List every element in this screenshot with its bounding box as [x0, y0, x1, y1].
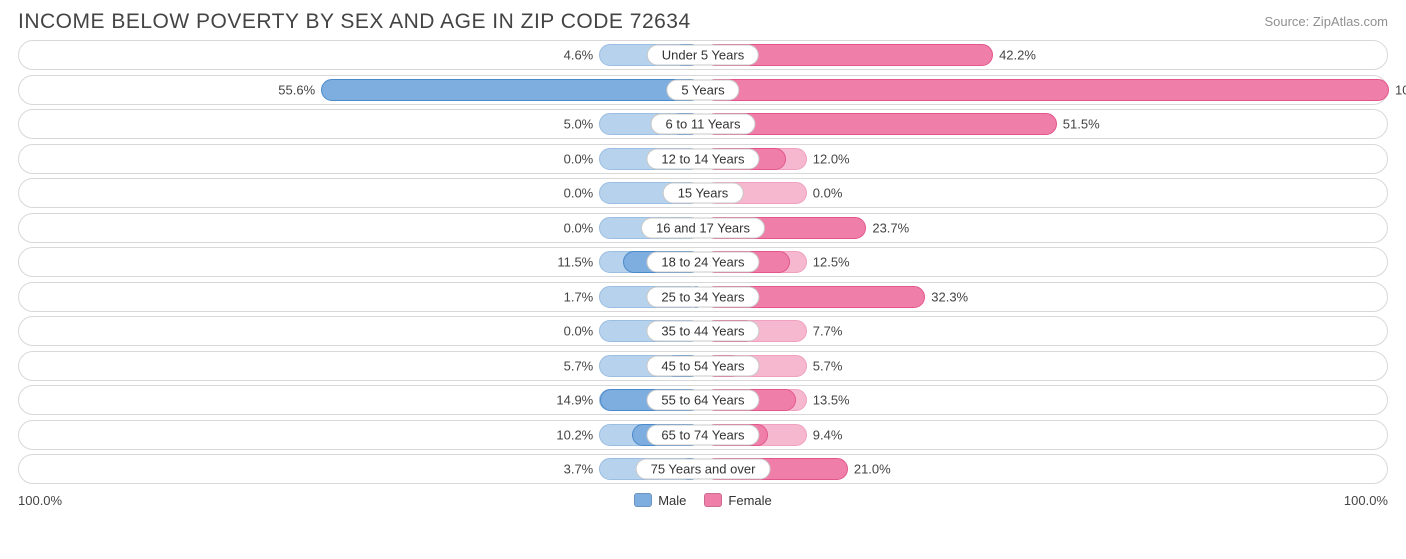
- value-male: 5.7%: [564, 358, 594, 373]
- value-female: 51.5%: [1063, 117, 1100, 132]
- value-male: 14.9%: [556, 393, 593, 408]
- value-male: 3.7%: [564, 462, 594, 477]
- value-female: 9.4%: [813, 427, 843, 442]
- axis-label-left: 100.0%: [18, 493, 62, 508]
- value-male: 0.0%: [564, 220, 594, 235]
- chart-row: 0.0% 0.0% 15 Years: [18, 178, 1388, 208]
- value-female: 12.0%: [813, 151, 850, 166]
- chart-row: 1.7% 32.3% 25 to 34 Years: [18, 282, 1388, 312]
- chart-row: 14.9% 13.5% 55 to 64 Years: [18, 385, 1388, 415]
- chart-row: 11.5% 12.5% 18 to 24 Years: [18, 247, 1388, 277]
- value-male: 0.0%: [564, 151, 594, 166]
- chart-area: 4.6%42.2%Under 5 Years55.6%100.0%5 Years…: [0, 40, 1406, 484]
- value-male: 0.0%: [564, 186, 594, 201]
- legend-item-female: Female: [704, 493, 771, 508]
- value-female: 12.5%: [813, 255, 850, 270]
- legend-swatch-female: [704, 493, 722, 507]
- row-label: 15 Years: [663, 183, 744, 204]
- value-female: 13.5%: [813, 393, 850, 408]
- legend-label-male: Male: [658, 493, 686, 508]
- bar-female: [704, 79, 1389, 101]
- row-label: Under 5 Years: [647, 45, 759, 66]
- chart-source: Source: ZipAtlas.com: [1264, 10, 1388, 29]
- axis-label-right: 100.0%: [1344, 493, 1388, 508]
- row-label: 6 to 11 Years: [651, 114, 756, 135]
- row-label: 5 Years: [666, 79, 739, 100]
- value-female: 23.7%: [872, 220, 909, 235]
- row-label: 75 Years and over: [636, 459, 771, 480]
- value-male: 10.2%: [556, 427, 593, 442]
- chart-footer: 100.0% Male Female 100.0%: [0, 489, 1406, 508]
- value-female: 21.0%: [854, 462, 891, 477]
- chart-row: 0.0% 12.0% 12 to 14 Years: [18, 144, 1388, 174]
- chart-row: 5.0% 51.5% 6 to 11 Years: [18, 109, 1388, 139]
- row-label: 55 to 64 Years: [646, 390, 759, 411]
- chart-row: 0.0% 7.7% 35 to 44 Years: [18, 316, 1388, 346]
- legend: Male Female: [634, 493, 772, 508]
- row-label: 25 to 34 Years: [646, 286, 759, 307]
- value-male: 1.7%: [564, 289, 594, 304]
- chart-row: 0.0% 23.7% 16 and 17 Years: [18, 213, 1388, 243]
- row-label: 45 to 54 Years: [646, 355, 759, 376]
- chart-title: INCOME BELOW POVERTY BY SEX AND AGE IN Z…: [18, 10, 691, 34]
- value-female: 5.7%: [813, 358, 843, 373]
- chart-row: 55.6%100.0%5 Years: [18, 75, 1388, 105]
- chart-row: 4.6% 42.2% Under 5 Years: [18, 40, 1388, 70]
- row-label: 16 and 17 Years: [641, 217, 765, 238]
- value-female: 100.0%: [1395, 82, 1406, 97]
- legend-item-male: Male: [634, 493, 686, 508]
- value-male: 11.5%: [557, 255, 593, 270]
- value-male: 55.6%: [278, 82, 315, 97]
- legend-label-female: Female: [728, 493, 771, 508]
- chart-row: 10.2% 9.4% 65 to 74 Years: [18, 420, 1388, 450]
- value-male: 4.6%: [564, 48, 594, 63]
- chart-header: INCOME BELOW POVERTY BY SEX AND AGE IN Z…: [0, 0, 1406, 40]
- value-male: 5.0%: [564, 117, 594, 132]
- row-label: 35 to 44 Years: [646, 321, 759, 342]
- row-label: 65 to 74 Years: [646, 424, 759, 445]
- value-female: 32.3%: [931, 289, 968, 304]
- bar-female: [704, 113, 1057, 135]
- chart-row: 5.7% 5.7% 45 to 54 Years: [18, 351, 1388, 381]
- chart-row: 3.7% 21.0% 75 Years and over: [18, 454, 1388, 484]
- value-male: 0.0%: [564, 324, 594, 339]
- row-label: 12 to 14 Years: [646, 148, 759, 169]
- legend-swatch-male: [634, 493, 652, 507]
- value-female: 42.2%: [999, 48, 1036, 63]
- value-female: 7.7%: [813, 324, 843, 339]
- value-female: 0.0%: [813, 186, 843, 201]
- bar-male: [321, 79, 702, 101]
- row-label: 18 to 24 Years: [646, 252, 759, 273]
